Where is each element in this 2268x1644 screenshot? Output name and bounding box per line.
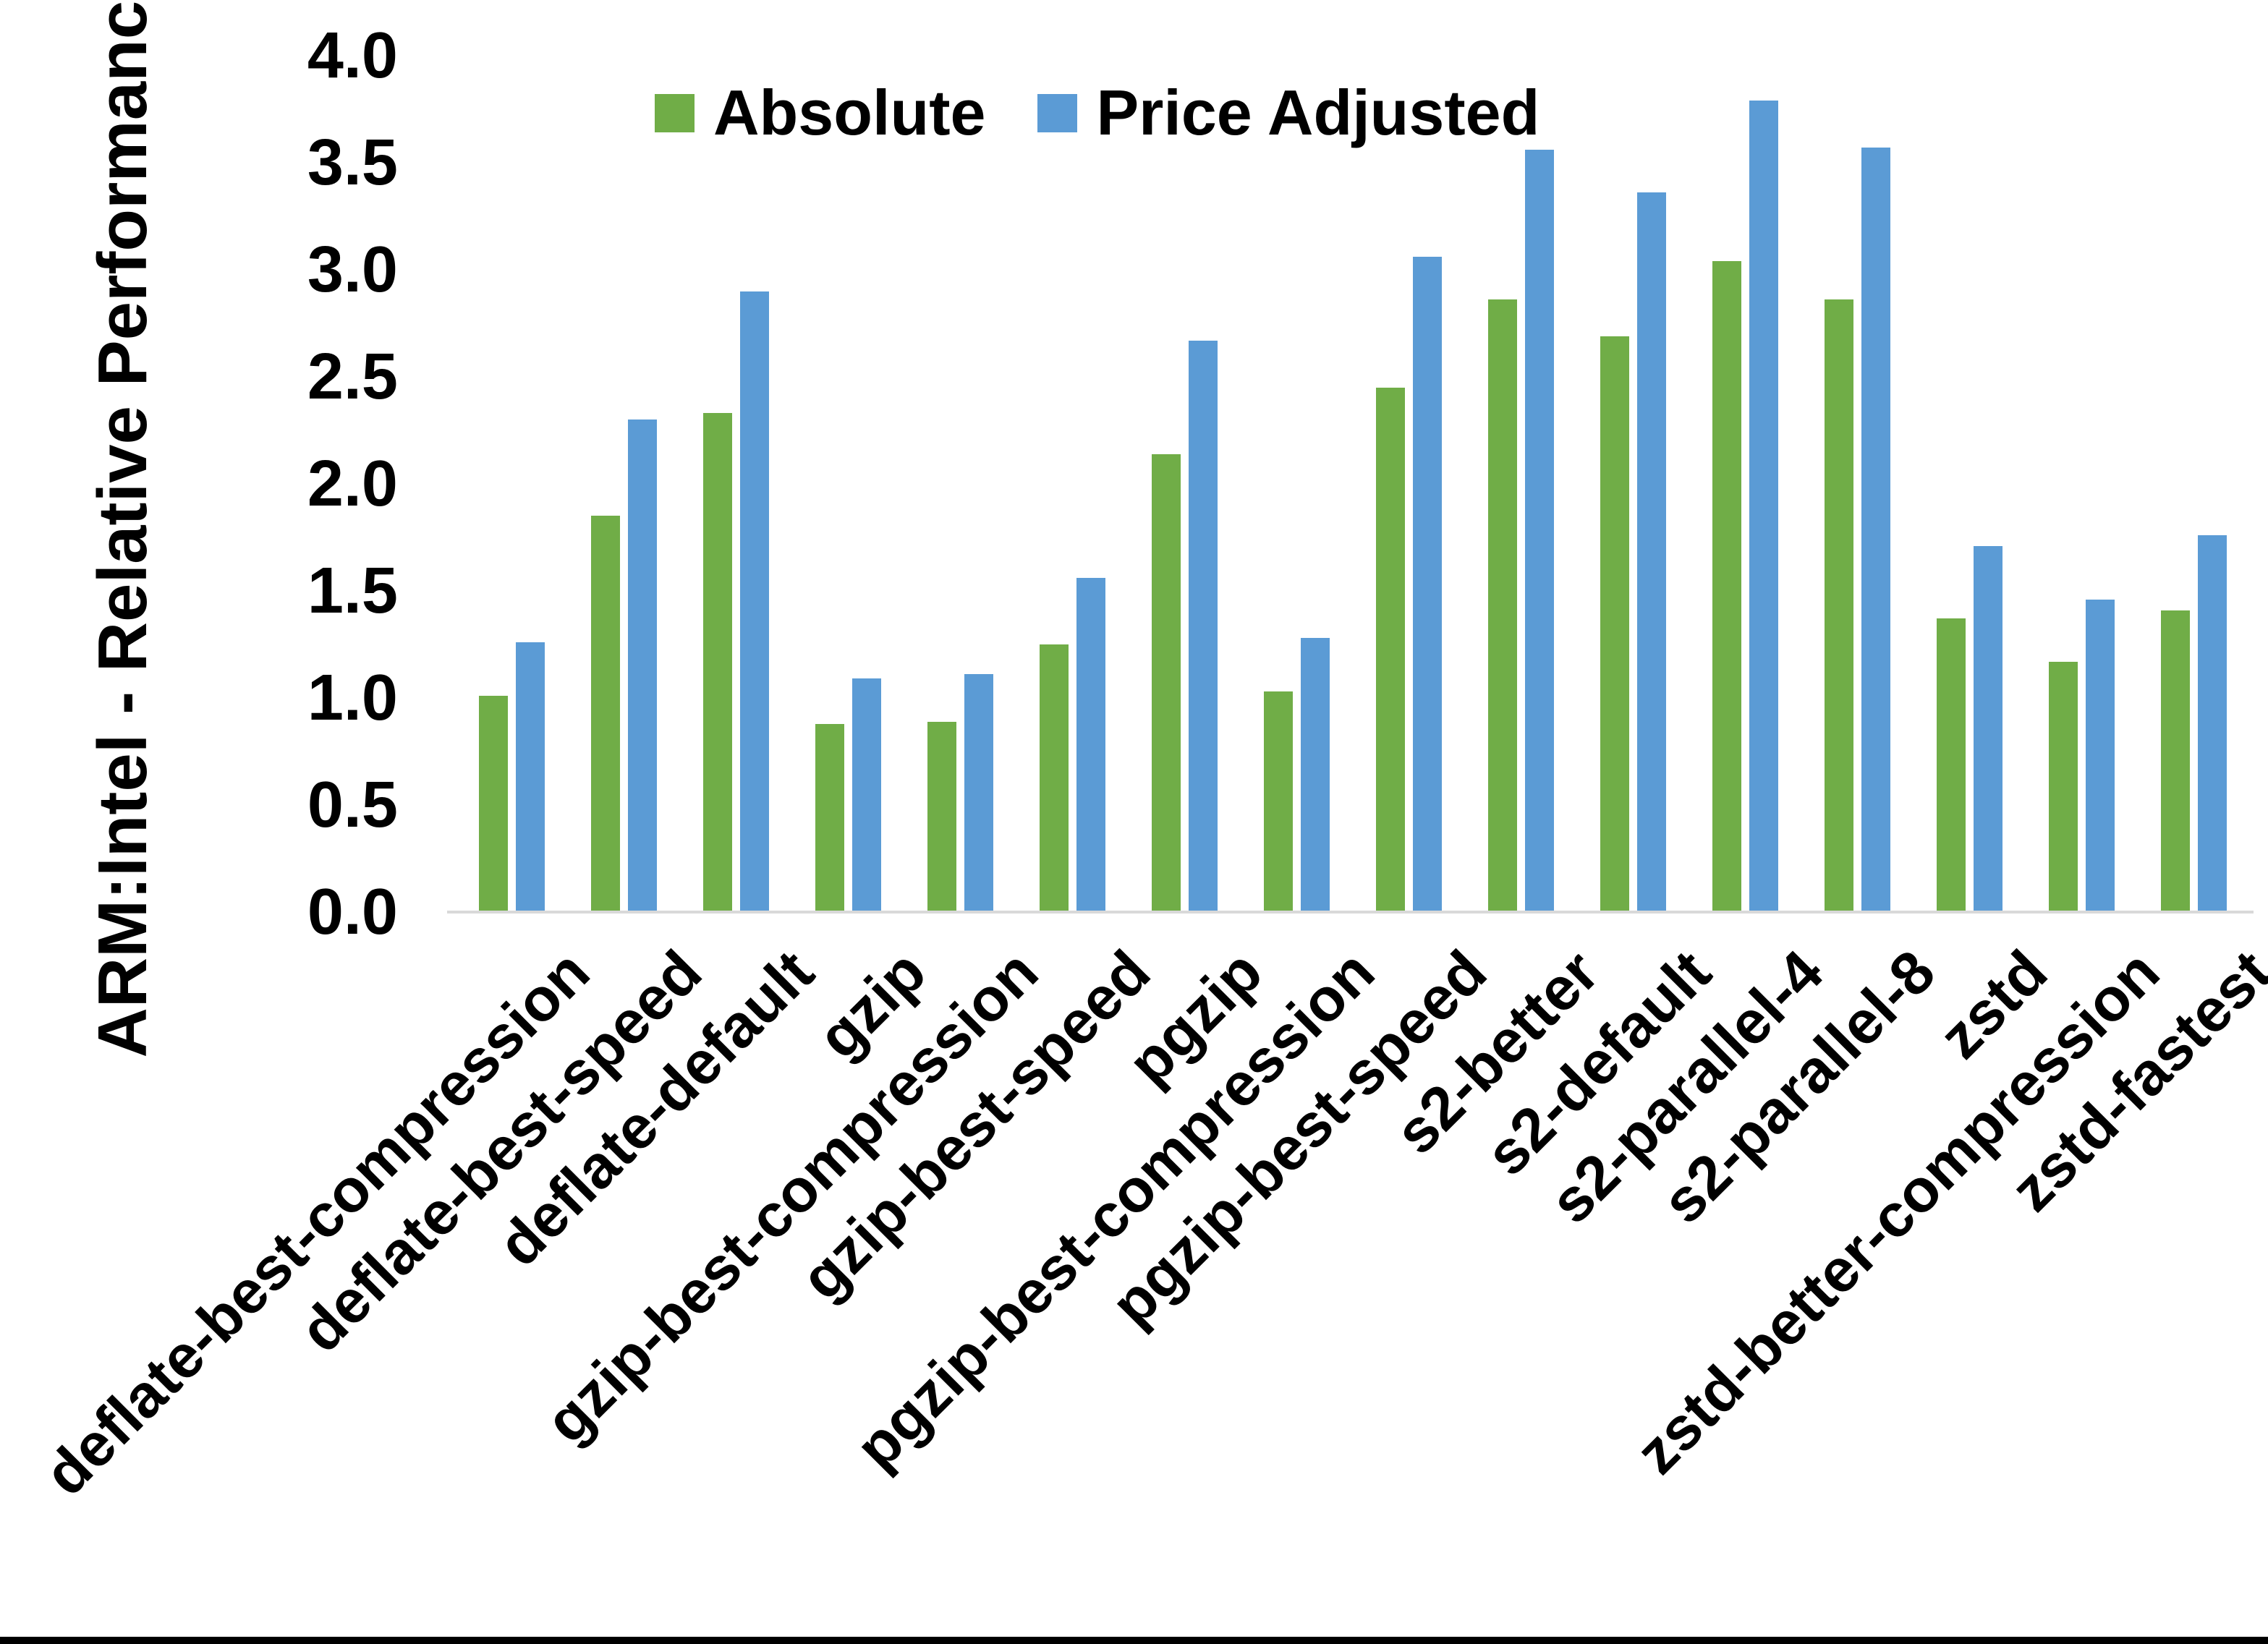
- y-tick-label: 0.5: [307, 769, 398, 841]
- bar-group: [904, 56, 1016, 912]
- bar-absolute: [2161, 610, 2190, 912]
- bar-price-adjusted: [1749, 101, 1778, 912]
- bar-price-adjusted: [1413, 257, 1442, 912]
- bar-price-adjusted: [628, 419, 657, 912]
- bar-group: [1689, 56, 1801, 912]
- bar-absolute: [1712, 261, 1741, 912]
- legend: Absolute Price Adjusted: [655, 81, 1539, 145]
- bar-price-adjusted: [1076, 578, 1105, 912]
- bar-absolute: [1600, 336, 1629, 912]
- bar-group: [1577, 56, 1689, 912]
- y-tick-label: 2.5: [307, 341, 398, 413]
- bar-absolute: [479, 696, 508, 912]
- legend-swatch-icon: [655, 93, 695, 132]
- bar-price-adjusted: [964, 674, 993, 912]
- bar-absolute: [1264, 691, 1293, 912]
- y-tick-label: 0.0: [307, 876, 398, 948]
- bar-absolute: [1825, 299, 1853, 912]
- y-tick-label: 4.0: [307, 20, 398, 92]
- bar-price-adjusted: [740, 291, 769, 912]
- bar-absolute: [703, 413, 732, 912]
- legend-label: Price Adjusted: [1096, 77, 1540, 148]
- y-tick-label: 2.0: [307, 448, 398, 520]
- y-tick-label: 1.5: [307, 555, 398, 627]
- bar-price-adjusted: [2198, 535, 2227, 912]
- bar-absolute: [1488, 299, 1517, 912]
- x-axis-line: [447, 911, 2254, 913]
- legend-label: Absolute: [713, 77, 986, 148]
- bar-group: [1241, 56, 1353, 912]
- bar-price-adjusted: [1189, 340, 1218, 912]
- bar-absolute: [927, 721, 956, 912]
- bar-group: [1914, 56, 2026, 912]
- bar-absolute: [1152, 453, 1181, 912]
- legend-swatch-icon: [1037, 93, 1078, 132]
- bar-group: [2026, 56, 2138, 912]
- bar-group: [2138, 56, 2250, 912]
- plot-area: [456, 56, 2250, 912]
- bar-group: [1801, 56, 1914, 912]
- bar-group: [1465, 56, 1577, 912]
- bar-price-adjusted: [1861, 148, 1890, 912]
- bar-price-adjusted: [2086, 599, 2115, 912]
- bar-group: [792, 56, 904, 912]
- bar-absolute: [2049, 661, 2078, 912]
- y-axis-title: ARM:Intel - Relative Performance: [84, 0, 161, 1058]
- legend-item: Price Adjusted: [1037, 81, 1539, 145]
- bar-price-adjusted: [1974, 545, 2002, 912]
- bar-group: [1129, 56, 1241, 912]
- bar-group: [680, 56, 792, 912]
- bar-absolute: [1040, 644, 1069, 912]
- bar-price-adjusted: [1525, 150, 1554, 912]
- bar-group: [1016, 56, 1129, 912]
- bar-absolute: [591, 516, 620, 912]
- bar-group: [1353, 56, 1465, 912]
- bar-absolute: [815, 723, 844, 912]
- y-tick-label: 1.0: [307, 662, 398, 734]
- legend-item: Absolute: [655, 81, 985, 145]
- y-tick-label: 3.5: [307, 127, 398, 199]
- bar-price-adjusted: [852, 678, 881, 912]
- bar-price-adjusted: [1637, 192, 1666, 912]
- bar-group: [456, 56, 568, 912]
- bar-absolute: [1937, 618, 1966, 912]
- bar-price-adjusted: [1301, 638, 1330, 912]
- y-tick-label: 3.0: [307, 234, 398, 306]
- bottom-border: [0, 1637, 2268, 1644]
- bar-absolute: [1376, 387, 1405, 912]
- bar-price-adjusted: [516, 642, 545, 912]
- bar-group: [568, 56, 680, 912]
